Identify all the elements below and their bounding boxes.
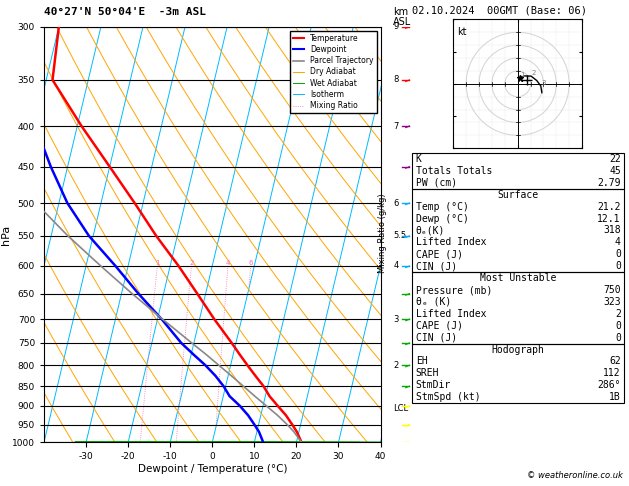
Text: CAPE (J): CAPE (J)	[416, 321, 463, 331]
Text: 02.10.2024  00GMT (Base: 06): 02.10.2024 00GMT (Base: 06)	[412, 5, 587, 16]
Text: Lifted Index: Lifted Index	[416, 237, 486, 247]
Text: 0: 0	[615, 249, 621, 260]
Legend: Temperature, Dewpoint, Parcel Trajectory, Dry Adiabat, Wet Adiabat, Isotherm, Mi: Temperature, Dewpoint, Parcel Trajectory…	[289, 31, 377, 113]
Text: 8: 8	[393, 75, 399, 85]
Text: 2.79: 2.79	[598, 178, 621, 188]
Text: 112: 112	[603, 368, 621, 379]
Text: 4: 4	[226, 260, 230, 266]
Text: 3: 3	[542, 80, 546, 86]
Text: Temp (°C): Temp (°C)	[416, 202, 469, 212]
Text: Totals Totals: Totals Totals	[416, 166, 492, 176]
Text: 5.5: 5.5	[393, 231, 406, 241]
Text: 2: 2	[189, 260, 194, 266]
Text: ASL: ASL	[393, 17, 411, 27]
Text: 0: 0	[615, 332, 621, 343]
Text: 4: 4	[615, 237, 621, 247]
Text: PW (cm): PW (cm)	[416, 178, 457, 188]
Text: 40°27'N 50°04'E  -3m ASL: 40°27'N 50°04'E -3m ASL	[44, 7, 206, 17]
Text: 4: 4	[393, 261, 398, 270]
Text: 6: 6	[393, 199, 399, 208]
Text: Dewp (°C): Dewp (°C)	[416, 213, 469, 224]
Text: 7: 7	[393, 122, 399, 131]
Text: 0: 0	[615, 261, 621, 271]
Text: 3: 3	[393, 314, 399, 324]
Text: Lifted Index: Lifted Index	[416, 309, 486, 319]
Text: Surface: Surface	[498, 190, 538, 200]
Text: StmSpd (kt): StmSpd (kt)	[416, 392, 481, 402]
Text: CAPE (J): CAPE (J)	[416, 249, 463, 260]
Text: 12.1: 12.1	[598, 213, 621, 224]
Text: 2: 2	[532, 70, 536, 76]
Text: 45: 45	[609, 166, 621, 176]
Text: StmDir: StmDir	[416, 380, 451, 390]
Text: 323: 323	[603, 297, 621, 307]
Text: θₑ (K): θₑ (K)	[416, 297, 451, 307]
Text: 21.2: 21.2	[598, 202, 621, 212]
Text: 286°: 286°	[598, 380, 621, 390]
Text: 1: 1	[521, 72, 525, 78]
Text: kt: kt	[457, 27, 467, 37]
Text: 1: 1	[155, 260, 160, 266]
Text: EH: EH	[416, 356, 428, 366]
Text: © weatheronline.co.uk: © weatheronline.co.uk	[527, 471, 623, 480]
Text: θₑ(K): θₑ(K)	[416, 226, 445, 236]
Text: km: km	[393, 7, 408, 17]
Text: 2: 2	[393, 361, 398, 370]
Text: Hodograph: Hodograph	[491, 345, 545, 355]
Text: Most Unstable: Most Unstable	[480, 273, 556, 283]
Text: Mixing Ratio (g/kg): Mixing Ratio (g/kg)	[378, 193, 387, 273]
Text: 0: 0	[615, 321, 621, 331]
Text: SREH: SREH	[416, 368, 439, 379]
Text: 750: 750	[603, 285, 621, 295]
Text: 22: 22	[609, 154, 621, 164]
Y-axis label: hPa: hPa	[1, 225, 11, 244]
Text: 62: 62	[609, 356, 621, 366]
X-axis label: Dewpoint / Temperature (°C): Dewpoint / Temperature (°C)	[138, 464, 287, 474]
Text: Pressure (mb): Pressure (mb)	[416, 285, 492, 295]
Text: 318: 318	[603, 226, 621, 236]
Text: CIN (J): CIN (J)	[416, 332, 457, 343]
Text: LCL: LCL	[393, 404, 408, 414]
Text: K: K	[416, 154, 421, 164]
Text: 1B: 1B	[609, 392, 621, 402]
Text: CIN (J): CIN (J)	[416, 261, 457, 271]
Text: 2: 2	[615, 309, 621, 319]
Text: 9: 9	[393, 22, 398, 31]
Text: 6: 6	[248, 260, 253, 266]
